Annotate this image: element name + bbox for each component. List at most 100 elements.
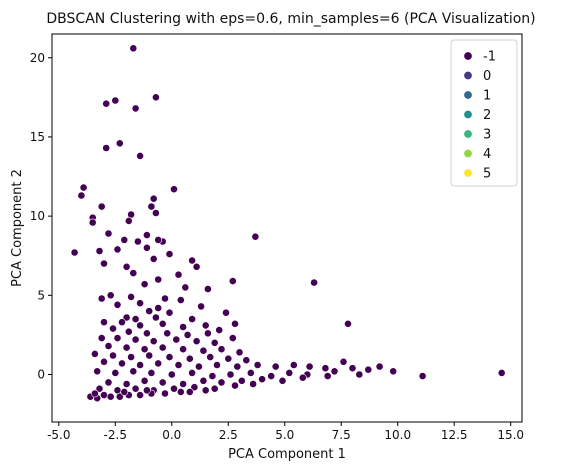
legend-marker xyxy=(463,149,473,159)
scatter-point xyxy=(77,191,86,200)
scatter-point xyxy=(133,237,142,246)
scatter-point xyxy=(79,183,88,192)
y-tick-label: 20 xyxy=(30,51,45,65)
scatter-point xyxy=(147,368,156,377)
scatter-point xyxy=(253,361,262,369)
scatter-point xyxy=(179,345,187,354)
scatter-point xyxy=(124,327,133,336)
scatter-point xyxy=(95,384,104,393)
legend-marker xyxy=(463,168,473,178)
scatter-point xyxy=(323,372,332,380)
scatter-point xyxy=(199,376,208,385)
scatter-point xyxy=(201,386,210,395)
y-tick-label: 0 xyxy=(37,367,45,381)
scatter-point xyxy=(129,44,138,53)
scatter-point xyxy=(321,364,330,373)
scatter-point xyxy=(142,243,151,252)
scatter-point xyxy=(149,254,158,263)
scatter-point xyxy=(106,291,115,300)
y-axis-label: PCA Component 2 xyxy=(10,169,25,287)
scatter-point xyxy=(289,361,298,369)
legend-marker xyxy=(463,51,473,61)
scatter-point xyxy=(131,335,140,344)
scatter-point xyxy=(174,361,183,369)
scatter-point xyxy=(165,250,174,258)
scatter-point xyxy=(161,294,169,303)
y-axis-ticks: 0 5 10 15 20 xyxy=(30,51,52,381)
scatter-point xyxy=(497,368,506,377)
scatter-point xyxy=(188,256,196,265)
scatter-point xyxy=(228,277,237,285)
scatter-point xyxy=(115,139,124,148)
scatter-point xyxy=(228,334,237,342)
scatter-point xyxy=(102,144,111,152)
scatter-point xyxy=(305,362,314,371)
scatter-point xyxy=(95,247,104,255)
y-tick-label: 15 xyxy=(30,130,45,144)
legend-label: 4 xyxy=(483,147,491,162)
scatter-point xyxy=(122,343,131,352)
scatter-point xyxy=(267,372,276,380)
scatter-point xyxy=(237,376,246,385)
x-tick-label: -5.0 xyxy=(47,428,70,442)
scatter-point xyxy=(88,218,97,227)
scatter-point xyxy=(142,231,151,239)
scatter-point xyxy=(210,384,219,393)
legend-label: 3 xyxy=(483,128,491,143)
scatter-point xyxy=(278,376,287,385)
scatter-point xyxy=(147,202,156,211)
data-points xyxy=(70,44,506,403)
scatter-point xyxy=(154,304,163,312)
scatter-point xyxy=(149,194,158,203)
scatter-point xyxy=(194,362,203,371)
scatter-point xyxy=(235,348,244,357)
scatter-point xyxy=(167,370,176,379)
scatter-point xyxy=(122,380,131,388)
scatter-point xyxy=(192,262,201,271)
scatter-point xyxy=(131,104,140,113)
scatter-point xyxy=(197,302,205,311)
x-axis-label: PCA Component 1 xyxy=(228,447,346,462)
scatter-point xyxy=(161,389,169,398)
scatter-point xyxy=(120,235,129,244)
scatter-point xyxy=(165,353,174,361)
legend-label: 0 xyxy=(483,69,491,84)
scatter-point xyxy=(285,368,294,377)
scatter-point xyxy=(226,370,235,379)
scatter-point xyxy=(165,308,174,317)
scatter-point xyxy=(217,378,226,387)
scatter-point xyxy=(149,337,158,346)
scatter-point xyxy=(208,372,217,380)
scatter-point xyxy=(124,216,133,225)
scatter-point xyxy=(100,259,108,268)
scatter-point xyxy=(203,285,212,293)
legend-label: -1 xyxy=(483,50,496,65)
scatter-point xyxy=(258,375,266,384)
legend-label: 2 xyxy=(483,108,491,123)
scatter-point xyxy=(131,384,140,393)
scatter-point xyxy=(140,280,149,289)
scatter-point xyxy=(188,368,196,377)
x-tick-label: 2.5 xyxy=(219,428,238,442)
scatter-point xyxy=(104,229,113,238)
scatter-point xyxy=(100,391,108,399)
scatter-point xyxy=(215,326,224,334)
scatter-point xyxy=(97,294,106,303)
scatter-point xyxy=(118,359,126,368)
scatter-point xyxy=(233,362,242,371)
scatter-point xyxy=(158,343,167,352)
scatter-point xyxy=(224,354,233,363)
legend: -1 0 1 2 3 4 5 xyxy=(450,39,518,187)
scatter-point xyxy=(231,319,239,328)
scatter-point xyxy=(246,368,255,377)
scatter-point xyxy=(242,356,251,365)
scatter-point xyxy=(154,359,163,368)
scatter-point xyxy=(213,361,221,369)
scatter-point xyxy=(190,383,199,392)
scatter-point xyxy=(154,235,163,244)
y-tick-label: 10 xyxy=(30,209,45,223)
scatter-point xyxy=(163,329,172,338)
scatter-point xyxy=(174,270,183,279)
scatter-point xyxy=(115,392,124,401)
scatter-point xyxy=(172,335,181,344)
